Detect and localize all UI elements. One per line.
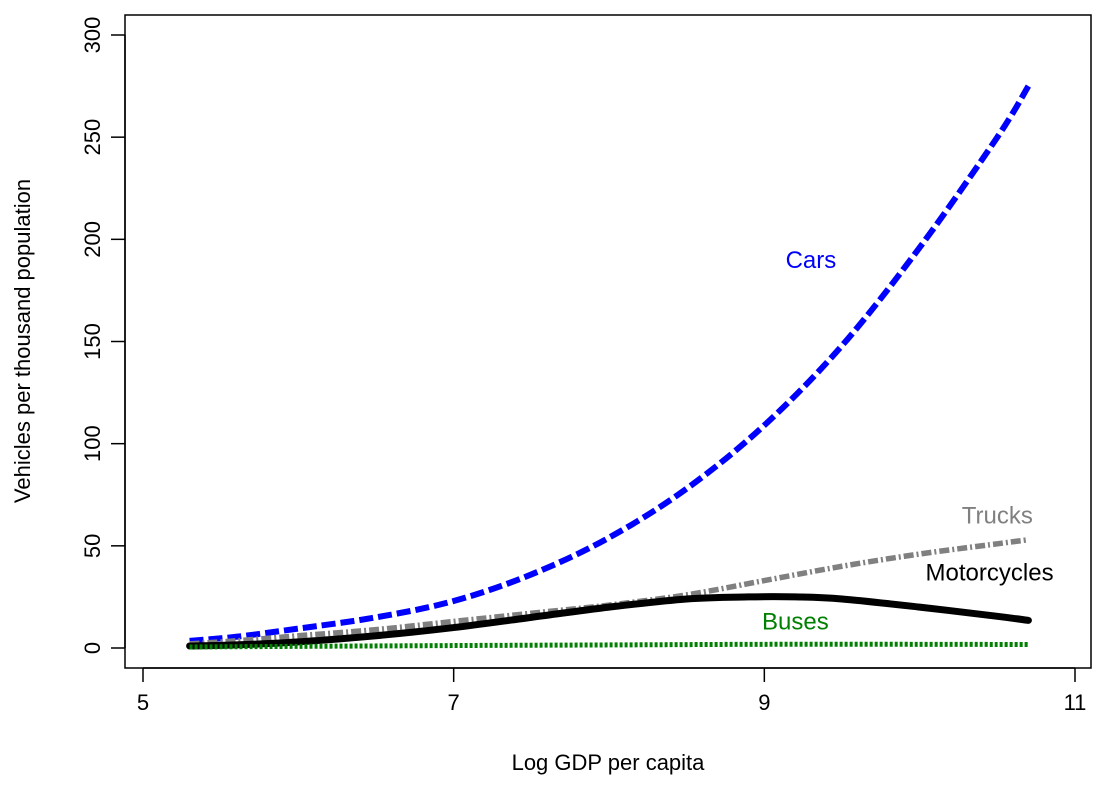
x-tick-label: 7 [448,690,460,715]
annotation-motorcycles: Motorcycles [926,560,1054,587]
y-tick-label: 300 [80,17,105,54]
series-layer [186,84,1032,650]
series-line-motorcycles [186,593,1032,650]
y-tick-label: 250 [80,119,105,156]
x-tick-label: 9 [758,690,770,715]
y-tick-label: 0 [80,642,105,654]
y-tick-label: 200 [80,221,105,258]
x-tick-label: 5 [137,690,149,715]
y-axis-label: Vehicles per thousand population [10,179,35,503]
annotation-layer: Cars Trucks Motorcycles Buses [762,247,1054,636]
y-axis: 0 50 100 150 200 250 300 [80,17,126,654]
annotation-trucks: Trucks [962,502,1033,529]
annotation-cars: Cars [786,247,837,274]
series-line-buses [189,641,1029,650]
y-tick-label: 100 [80,425,105,462]
x-tick-label: 11 [1064,690,1087,715]
annotation-buses: Buses [762,609,829,636]
x-axis: 5 7 9 11 [137,667,1087,715]
series-line-cars [189,84,1031,644]
y-tick-label: 150 [80,323,105,360]
y-tick-label: 50 [80,534,105,558]
x-axis-label: Log GDP per capita [512,750,706,775]
